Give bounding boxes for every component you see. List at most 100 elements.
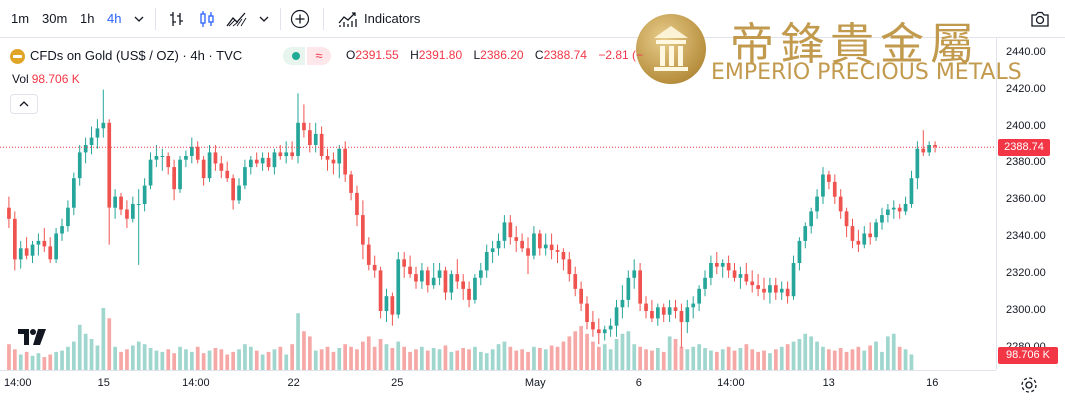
- candle-body: [555, 250, 560, 252]
- volume-bar: [490, 349, 495, 370]
- candle-body: [254, 159, 259, 164]
- volume-bar: [414, 349, 418, 370]
- add-compare-icon[interactable]: [288, 7, 312, 31]
- volume-bar: [561, 341, 566, 370]
- gold-symbol-icon: [10, 49, 25, 64]
- timeframe-1m[interactable]: 1m: [11, 11, 30, 26]
- candle-body: [579, 288, 583, 304]
- volume-bar: [425, 350, 430, 370]
- volume-bar: [880, 351, 884, 370]
- volume-bar: [697, 344, 701, 370]
- collapse-legend-button[interactable]: [10, 94, 38, 114]
- candle-body: [113, 196, 117, 208]
- volume-bar: [249, 346, 253, 370]
- candle-body: [874, 222, 878, 238]
- candlestick-icon[interactable]: [195, 7, 219, 31]
- price-axis[interactable]: 2440.00 2420.00 2400.00 2380.00 2360.00 2340.…: [996, 38, 1065, 370]
- volume-bar: [77, 324, 82, 370]
- bar-chart-icon[interactable]: [165, 7, 189, 31]
- market-status-icon[interactable]: [283, 47, 305, 65]
- wave-icon[interactable]: ≈: [307, 47, 331, 65]
- watermark-chinese: 帝鋒貴金屬: [730, 19, 980, 70]
- volume-bar: [597, 346, 601, 370]
- price-chart[interactable]: [0, 0, 996, 370]
- candle-body: [325, 156, 330, 160]
- volume-bar: [897, 346, 902, 370]
- candle-body: [850, 226, 855, 241]
- candle-body: [632, 270, 637, 278]
- volume-bar: [484, 353, 489, 370]
- candle-body: [384, 296, 389, 311]
- volume-bar: [101, 308, 106, 370]
- timeframe-4h[interactable]: 4h: [107, 11, 122, 26]
- y-tick-label: 2400.00: [1006, 119, 1046, 132]
- volume-bar: [815, 341, 819, 370]
- volume-bar: [862, 350, 867, 370]
- tradingview-logo[interactable]: [18, 328, 46, 351]
- volume-bar: [254, 350, 259, 370]
- volume-bar: [243, 344, 247, 370]
- candle-body: [343, 148, 347, 175]
- candle-body: [738, 274, 743, 278]
- candle-body: [207, 152, 212, 179]
- volume-bar: [549, 345, 554, 370]
- volume-bar: [313, 350, 318, 370]
- volume-bar: [89, 339, 94, 370]
- low-label: L: [473, 48, 481, 62]
- volume-bar: [520, 349, 524, 370]
- candle-body: [785, 288, 790, 297]
- chevron-down-icon[interactable]: [252, 7, 276, 31]
- volume-bar: [726, 346, 731, 370]
- volume-bar: [343, 344, 347, 370]
- volume-bar: [661, 351, 666, 370]
- volume-bar: [201, 353, 206, 370]
- volume-bar: [502, 341, 507, 370]
- candle-body: [390, 296, 395, 315]
- candle-body: [691, 303, 696, 308]
- volume-bar: [508, 346, 513, 370]
- volume-bar: [709, 350, 713, 370]
- candle-body: [131, 204, 135, 219]
- volume-bar: [296, 313, 300, 370]
- timeframe-30m[interactable]: 30m: [42, 11, 68, 26]
- volume-bar: [856, 346, 861, 370]
- candle-body: [620, 299, 625, 308]
- open-value: 2391.55: [355, 48, 399, 62]
- candle-body: [880, 215, 884, 223]
- candle-body: [732, 270, 737, 278]
- volume-bar: [691, 346, 696, 370]
- candle-body: [54, 233, 58, 260]
- volume-bar: [372, 346, 377, 370]
- volume-bar: [797, 339, 802, 370]
- candle-body: [921, 148, 926, 153]
- low-value: 2386.20: [480, 48, 524, 62]
- candle-body: [561, 252, 566, 260]
- volume-bar: [455, 350, 460, 370]
- timeframe-1h[interactable]: 1h: [80, 11, 95, 26]
- gear-icon[interactable]: [1020, 376, 1038, 394]
- candle-body: [190, 146, 194, 156]
- indicators-button[interactable]: Indicators: [364, 11, 421, 26]
- time-axis[interactable]: 14:00 15 14:00 22 25 May 6 14:00 13 16: [0, 370, 996, 404]
- toolbar-divider: [155, 8, 156, 30]
- candle-body: [927, 145, 931, 153]
- x-tick-label: May: [524, 377, 546, 389]
- indicators-icon[interactable]: [336, 7, 360, 31]
- candle-body: [903, 204, 908, 212]
- candle-body: [720, 263, 725, 267]
- volume-bar: [172, 353, 176, 370]
- volume-bar: [838, 348, 843, 370]
- candle-body: [821, 174, 825, 197]
- candle-body: [437, 270, 442, 278]
- candle-body: [225, 170, 230, 179]
- chevron-down-icon[interactable]: [127, 7, 151, 31]
- volume-bar: [461, 348, 465, 370]
- camera-icon[interactable]: [1028, 7, 1052, 31]
- area-chart-icon[interactable]: [225, 7, 249, 31]
- candle-body: [915, 148, 920, 179]
- volume-bar: [555, 346, 560, 370]
- volume-bar: [284, 354, 289, 370]
- candle-body: [762, 288, 766, 293]
- candle-body: [83, 145, 88, 153]
- candle-body: [709, 263, 713, 278]
